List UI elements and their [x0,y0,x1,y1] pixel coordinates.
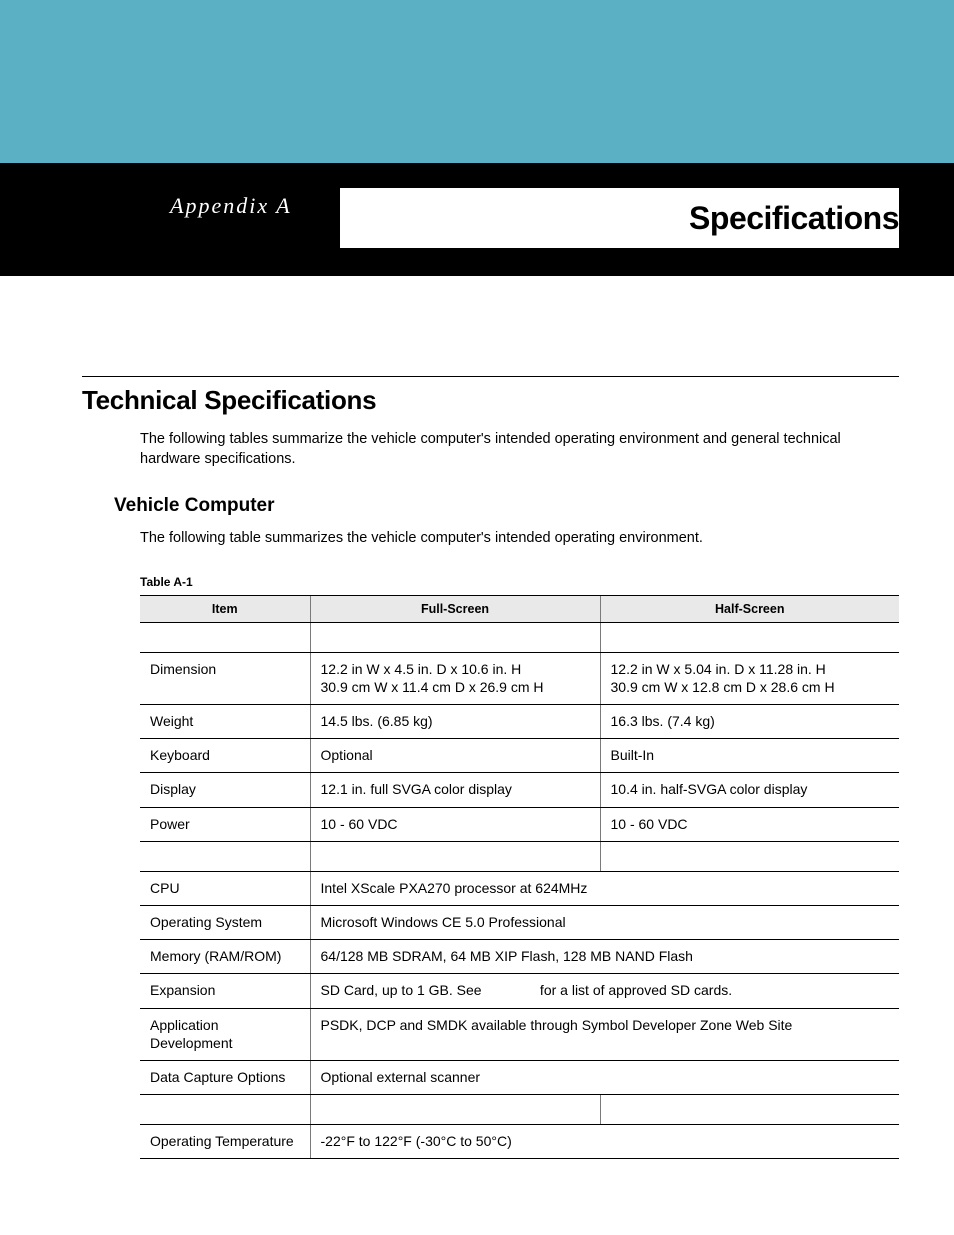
subsection-heading: Vehicle Computer [114,495,899,517]
cell-full: 14.5 lbs. (6.85 kg) [310,705,600,739]
cell-half: 16.3 lbs. (7.4 kg) [600,705,899,739]
cell-item: Expansion [140,974,310,1008]
table-row: Operating Temperature -22°F to 122°F (-3… [140,1125,899,1159]
table-row: Expansion SD Card, up to 1 GB. See for a… [140,974,899,1008]
section-rule [82,376,899,377]
cell-value: SD Card, up to 1 GB. See for a list of a… [310,974,899,1008]
table-row: Application Development PSDK, DCP and SM… [140,1008,899,1060]
cell-half: 10.4 in. half-SVGA color display [600,773,899,807]
section-intro: The following tables summarize the vehic… [140,430,899,469]
table-row: CPU Intel XScale PXA270 processor at 624… [140,871,899,905]
cell-item: Keyboard [140,739,310,773]
header-teal-band [0,0,954,163]
col-header-full: Full-Screen [310,595,600,622]
cell-value: 64/128 MB SDRAM, 64 MB XIP Flash, 128 MB… [310,940,899,974]
cell-item: Operating Temperature [140,1125,310,1159]
cell-full: 12.1 in. full SVGA color display [310,773,600,807]
chapter-title-container: Specifications [340,188,899,248]
table-row: Display 12.1 in. full SVGA color display… [140,773,899,807]
cell-full: Optional [310,739,600,773]
subsection-intro: The following table summarizes the vehic… [140,529,899,549]
table-header-row: Item Full-Screen Half-Screen [140,595,899,622]
cell-half: 12.2 in W x 5.04 in. D x 11.28 in. H 30.… [600,652,899,704]
section-heading: Technical Specifications [82,385,899,416]
table-row: Power 10 - 60 VDC 10 - 60 VDC [140,807,899,841]
cell-half: 10 - 60 VDC [600,807,899,841]
table-row: Operating System Microsoft Windows CE 5.… [140,906,899,940]
cell-value: PSDK, DCP and SMDK available through Sym… [310,1008,899,1060]
cell-item: Operating System [140,906,310,940]
cell-value: Intel XScale PXA270 processor at 624MHz [310,871,899,905]
spec-table: Item Full-Screen Half-Screen Dimension 1… [140,595,899,1160]
appendix-label: Appendix A [170,193,292,219]
col-header-item: Item [140,595,310,622]
cell-item: Memory (RAM/ROM) [140,940,310,974]
cell-item: Application Development [140,1008,310,1060]
table-row: Data Capture Options Optional external s… [140,1060,899,1094]
table-row: Weight 14.5 lbs. (6.85 kg) 16.3 lbs. (7.… [140,705,899,739]
cell-item: Weight [140,705,310,739]
cell-full: 12.2 in W x 4.5 in. D x 10.6 in. H 30.9 … [310,652,600,704]
cell-item: CPU [140,871,310,905]
cell-half: Built-In [600,739,899,773]
cell-full: 10 - 60 VDC [310,807,600,841]
table-row: Keyboard Optional Built-In [140,739,899,773]
col-header-half: Half-Screen [600,595,899,622]
chapter-title: Specifications [689,200,899,237]
table-row: Dimension 12.2 in W x 4.5 in. D x 10.6 i… [140,652,899,704]
cell-item: Power [140,807,310,841]
cell-item: Dimension [140,652,310,704]
cell-value: Optional external scanner [310,1060,899,1094]
page-content: Technical Specifications The following t… [0,276,954,1159]
cell-value: Microsoft Windows CE 5.0 Professional [310,906,899,940]
cell-item: Data Capture Options [140,1060,310,1094]
cell-value: -22°F to 122°F (-30°C to 50°C) [310,1125,899,1159]
cell-item: Display [140,773,310,807]
table-row: Memory (RAM/ROM) 64/128 MB SDRAM, 64 MB … [140,940,899,974]
table-label: Table A-1 [140,575,899,589]
header-black-band: Appendix A Specifications [0,163,954,276]
